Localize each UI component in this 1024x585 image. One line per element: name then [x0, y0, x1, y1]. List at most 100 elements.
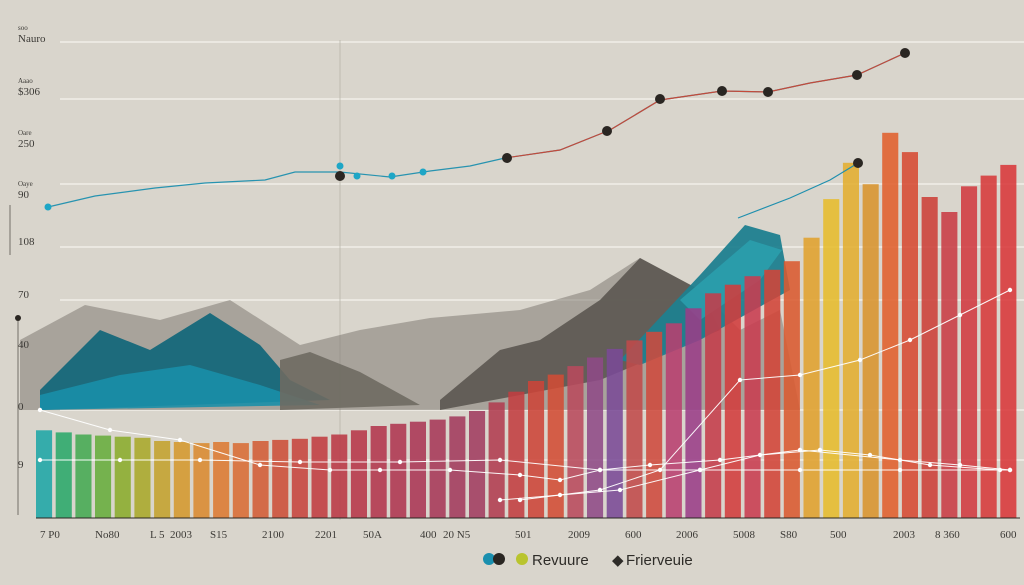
x-tick-label-19: 600 [1000, 529, 1017, 541]
bar-6 [154, 441, 171, 518]
series-point-2-3 [297, 459, 303, 465]
bar-39 [803, 237, 820, 518]
legend: Revuure ◆ Frierveuie [483, 552, 693, 569]
bar-42 [862, 184, 879, 518]
bar-41 [842, 162, 859, 519]
series-point-2-0 [37, 457, 43, 463]
marker-dark-8 [853, 158, 863, 168]
x-tick-label-7: 50A [363, 529, 382, 541]
legend-swatch-yellow [516, 553, 528, 565]
series-point-4-3 [697, 467, 703, 473]
series-point-1-3 [257, 462, 263, 468]
legend-label-frierveuie: Frierveuie [626, 552, 693, 569]
bar-2 [75, 434, 92, 518]
series-point-2-5 [497, 457, 503, 463]
x-tick-label-2: L 5 [150, 529, 165, 541]
legend-swatch-dark [493, 553, 505, 565]
x-tick-label-10: 501 [515, 529, 532, 541]
bar-1 [55, 432, 72, 518]
marker-teal-3 [388, 172, 396, 180]
marker-dark-5 [763, 87, 773, 97]
series-point-3-4 [797, 372, 803, 378]
bar-36 [744, 276, 761, 518]
bar-7 [173, 442, 190, 518]
x-tick-label-0: 7 P0 [40, 529, 60, 541]
bar-20 [429, 419, 446, 518]
series-point-2-6 [597, 467, 603, 473]
series-point-4-8 [997, 467, 1003, 473]
marker-teal-4 [419, 168, 427, 176]
bar-44 [901, 152, 918, 518]
series-point-1-14 [957, 462, 963, 468]
bar-35 [724, 284, 741, 518]
bar-30 [626, 340, 643, 518]
marker-teal-0 [44, 203, 52, 211]
series-point-2-1 [117, 457, 123, 463]
y-tick-label-2: 250 [18, 138, 35, 150]
series-point-1-4 [327, 467, 333, 473]
bars [36, 132, 1017, 519]
x-tick-label-16: 500 [830, 529, 847, 541]
series-point-1-5 [377, 467, 383, 473]
series-point-4-5 [817, 447, 823, 453]
x-axis: 7 P0 No80 L 5 2003 S15 2100 2201 50A 400 20 N5 501… [36, 517, 1020, 541]
y-tick-label-0: Nauro [18, 33, 46, 45]
series-point-1-1 [107, 427, 113, 433]
x-tick-label-14: 5008 [733, 529, 756, 541]
bar-29 [606, 348, 623, 518]
marker-teal-2 [353, 172, 361, 180]
y-tick-label-7: 0 [18, 401, 24, 413]
x-tick-label-3: 2003 [170, 529, 193, 541]
bar-9 [213, 442, 230, 518]
bar-46 [941, 212, 958, 518]
bar-15 [331, 434, 348, 518]
bar-37 [764, 269, 781, 518]
series-point-3-2 [657, 467, 663, 473]
bar-34 [705, 293, 722, 518]
series-point-3-7 [957, 312, 963, 318]
series-point-2-2 [197, 457, 203, 463]
bar-8 [193, 443, 210, 518]
bar-11 [252, 441, 269, 518]
legend-swatch-arrow: ◆ [612, 552, 624, 569]
bar-25 [528, 381, 545, 518]
marker-dark-2 [602, 126, 612, 136]
series-point-2-10 [1007, 467, 1013, 473]
series-point-2-9 [897, 467, 903, 473]
bar-5 [134, 437, 151, 519]
x-tick-label-8: 400 [420, 529, 437, 541]
series-point-4-1 [557, 492, 563, 498]
series-point-4-7 [927, 462, 933, 468]
bar-18 [390, 423, 407, 518]
y-tick-sublabel-2: Oare [18, 129, 32, 137]
series-markers [44, 48, 910, 211]
x-tick-label-9: 20 N5 [443, 529, 471, 541]
bar-17 [370, 426, 387, 518]
x-tick-label-6: 2201 [315, 529, 337, 541]
series-point-1-7 [517, 472, 523, 478]
y-tick-label-1: $306 [18, 86, 41, 98]
mountain-areas [20, 225, 800, 410]
series-point-3-8 [1007, 287, 1013, 293]
legend-label-revuure: Revuure [532, 552, 589, 569]
marker-dark-0 [335, 171, 345, 181]
mountain-area-4 [440, 258, 720, 410]
x-tick-label-17: 2003 [893, 529, 916, 541]
mountain-area-2 [40, 365, 320, 410]
marker-dark-1 [502, 153, 512, 163]
y-tick-sublabel-0: soo [18, 24, 28, 32]
y-tick-label-4: 108 [18, 236, 35, 248]
bar-43 [882, 132, 899, 519]
bar-49 [1000, 164, 1017, 518]
x-tick-label-1: No80 [95, 529, 120, 541]
x-tick-label-15: S80 [780, 529, 798, 541]
y-tick-label-3: 90 [18, 189, 30, 201]
legend-swatch-teal [483, 553, 495, 565]
series-point-3-6 [907, 337, 913, 343]
y-tick-sublabel-1: Aaao [18, 77, 33, 85]
marker-dark-7 [900, 48, 910, 58]
marker-dark-6 [852, 70, 862, 80]
marker-dark-4 [717, 86, 727, 96]
bar-47 [961, 186, 978, 519]
